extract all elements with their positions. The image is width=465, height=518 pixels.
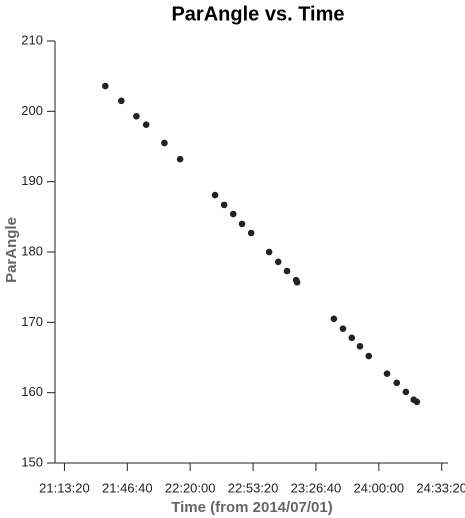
- chart-title: ParAngle vs. Time: [171, 3, 344, 25]
- y-tick-label: 200: [21, 103, 43, 118]
- point: [229, 210, 237, 218]
- point: [365, 352, 373, 360]
- x-tick-label: 24:33:20: [416, 480, 465, 495]
- point: [330, 315, 338, 323]
- point: [118, 97, 125, 105]
- x-tick-label: 22:20:00: [165, 480, 216, 495]
- y-tick-label: 150: [21, 454, 43, 469]
- point: [283, 267, 291, 275]
- x-tick-label: 21:46:40: [102, 480, 153, 495]
- x-tick-label: 21:13:20: [39, 480, 90, 495]
- point: [142, 121, 150, 128]
- point: [265, 248, 273, 256]
- x-tick-label: 22:53:20: [228, 480, 279, 495]
- point: [356, 342, 364, 350]
- y-tick-label: 190: [21, 173, 43, 188]
- point: [161, 139, 168, 147]
- y-tick-label: 180: [21, 243, 43, 258]
- point: [339, 325, 347, 332]
- point: [293, 278, 301, 286]
- point: [211, 191, 219, 199]
- y-axis-title: ParAngle: [3, 217, 20, 283]
- y-tick-label: 210: [21, 32, 43, 47]
- x-tick-label: 23:26:40: [291, 480, 342, 495]
- point: [247, 229, 255, 237]
- y-tick-label: 170: [21, 314, 43, 329]
- point: [383, 370, 391, 377]
- point: [220, 201, 228, 209]
- point: [402, 388, 410, 396]
- y-tick-label: 160: [21, 384, 43, 399]
- point: [102, 82, 109, 90]
- point: [274, 258, 282, 266]
- point: [238, 220, 246, 228]
- point: [393, 379, 401, 387]
- x-axis-title: Time (from 2014/07/01): [171, 499, 332, 516]
- point: [133, 112, 140, 120]
- point: [413, 398, 421, 406]
- x-tick-label: 24:00:00: [354, 480, 405, 495]
- point: [176, 155, 184, 163]
- point: [348, 334, 356, 342]
